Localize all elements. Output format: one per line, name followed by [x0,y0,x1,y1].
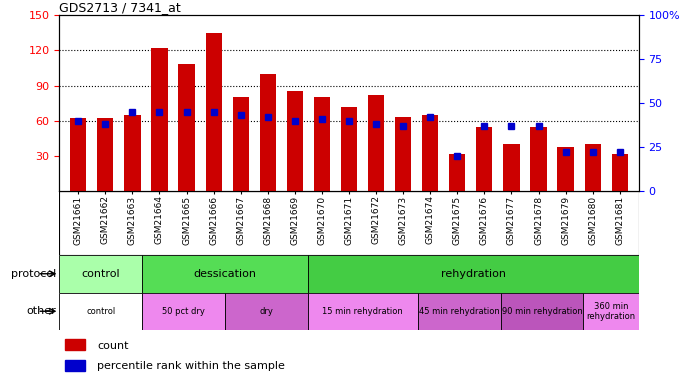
Text: other: other [26,306,56,316]
Bar [225,292,308,330]
Bar [500,292,584,330]
Text: control: control [82,269,120,279]
Text: GDS2713 / 7341_at: GDS2713 / 7341_at [59,1,181,14]
Text: dry: dry [259,307,273,316]
Bar [476,127,493,191]
Bar [584,292,639,330]
Bar [422,115,438,191]
Bar [503,144,519,191]
Text: count: count [97,341,128,351]
Text: dessication: dessication [193,269,256,279]
Bar [584,144,601,191]
Text: 360 min
rehydration: 360 min rehydration [586,302,636,321]
Text: protocol: protocol [10,269,56,279]
Bar [308,255,639,292]
Bar [65,360,85,370]
Bar [124,115,140,191]
Bar [558,147,574,191]
Text: rehydration: rehydration [440,269,505,279]
Bar [418,292,500,330]
Bar [205,33,222,191]
Bar [59,292,142,330]
Bar [260,74,276,191]
Text: 45 min rehydration: 45 min rehydration [419,307,500,316]
Bar [395,117,411,191]
Bar [65,339,85,350]
Bar [368,95,384,191]
Text: percentile rank within the sample: percentile rank within the sample [97,361,285,371]
Bar [308,292,418,330]
Bar [97,118,114,191]
Bar [341,106,357,191]
Text: 50 pct dry: 50 pct dry [162,307,205,316]
Bar [530,127,547,191]
Bar [611,154,628,191]
Text: 90 min rehydration: 90 min rehydration [502,307,583,316]
Text: 15 min rehydration: 15 min rehydration [322,307,403,316]
Bar [70,118,87,191]
Bar [142,255,308,292]
Bar [142,292,225,330]
Bar [314,97,330,191]
Bar [450,154,466,191]
Bar [179,64,195,191]
Bar [287,92,303,191]
Bar [59,255,142,292]
Bar [151,48,168,191]
Text: control: control [86,307,115,316]
Bar [232,97,248,191]
